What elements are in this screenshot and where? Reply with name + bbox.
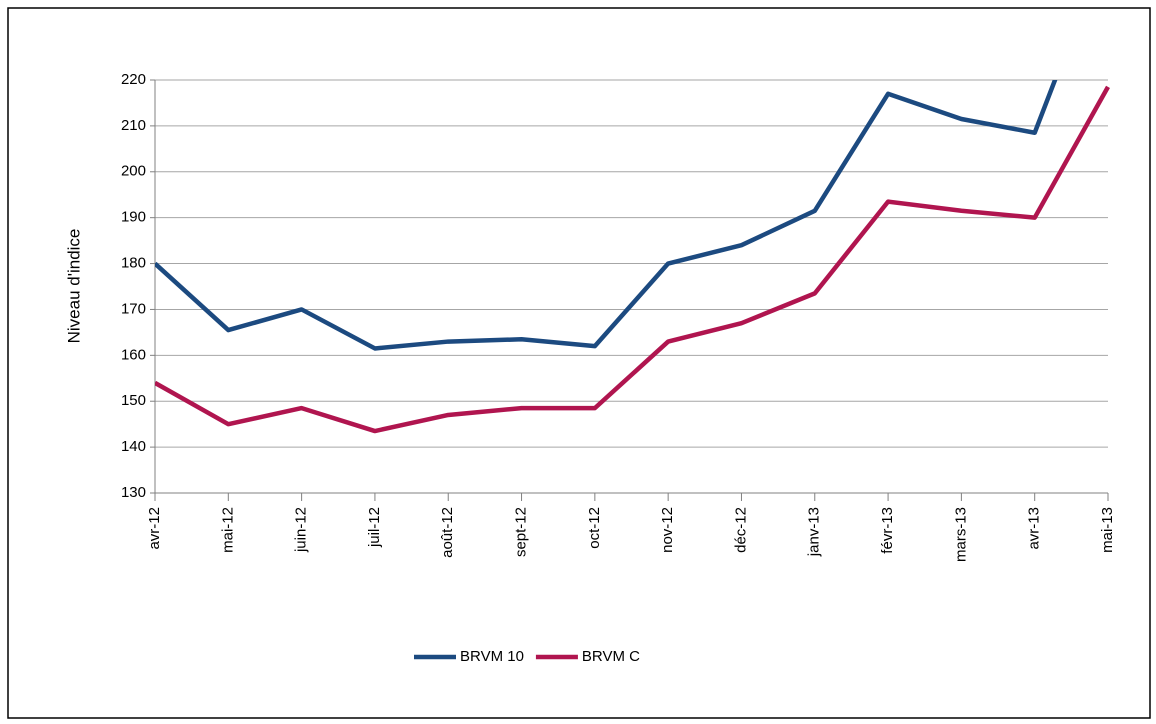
y-tick-label: 180 [121,255,146,272]
x-tick-label: mai-13 [1099,507,1116,553]
y-tick-label: 150 [121,392,146,409]
y-axis-label: Niveau d'indice [64,229,83,344]
y-tick-label: 130 [121,484,146,501]
x-tick-label: sept-12 [513,507,530,557]
x-tick-label: mars-13 [952,507,969,562]
x-tick-label: nov-12 [659,507,676,553]
y-tick-label: 220 [121,71,146,88]
legend-label: BRVM C [582,648,640,665]
x-tick-label: févr-13 [879,507,896,554]
series-group [155,85,1110,434]
x-tick-label: déc-12 [732,507,749,553]
series-line [155,80,1058,351]
x-tick-label: juil-12 [366,507,383,548]
x-tick-label: avr-13 [1026,507,1043,550]
y-tick-label: 190 [121,209,146,226]
y-tick-label: 200 [121,163,146,180]
series-line [155,85,1110,434]
x-tick-label: août-12 [439,507,456,558]
legend-label: BRVM 10 [460,648,524,665]
y-tick-label: 140 [121,438,146,455]
x-tick-label: janv-13 [806,507,823,557]
x-tick-label: oct-12 [586,507,603,549]
series-group [155,80,1058,351]
y-tick-label: 160 [121,346,146,363]
x-tick-label: juin-12 [293,507,310,553]
x-tick-label: mai-12 [219,507,236,553]
chart-border [7,7,1151,719]
y-tick-label: 170 [121,300,146,317]
y-tick-label: 210 [121,117,146,134]
x-tick-label: avr-12 [146,507,163,550]
